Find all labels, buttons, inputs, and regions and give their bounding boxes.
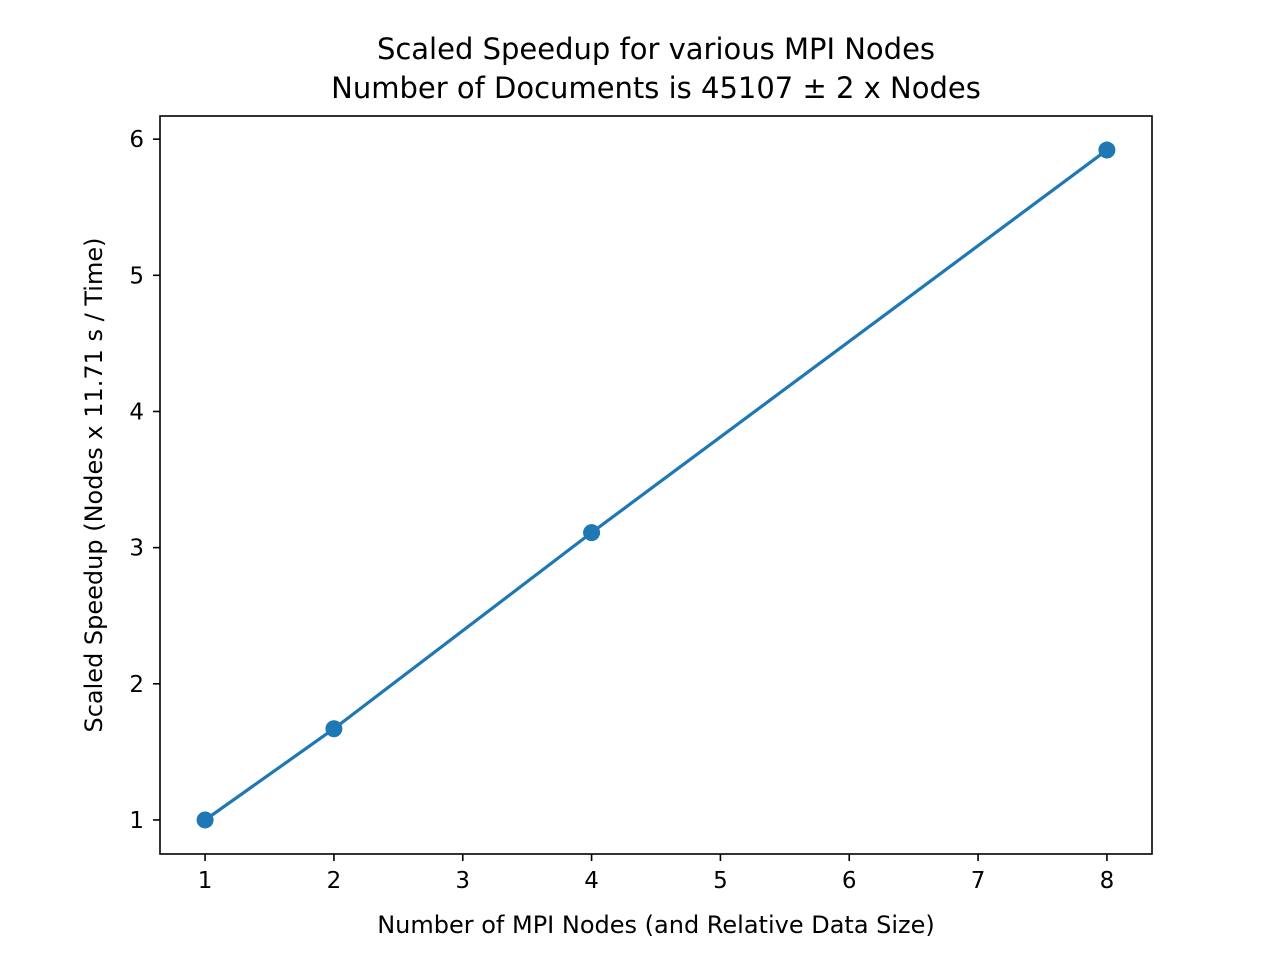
x-tick-label: 1 [198,868,213,894]
y-tick-label: 5 [129,263,144,289]
x-tick-label: 4 [584,868,599,894]
x-tick-label: 2 [327,868,342,894]
y-tick-label: 4 [129,399,144,425]
y-tick-label: 3 [129,536,144,562]
x-tick-label: 8 [1100,868,1115,894]
data-point [325,720,343,738]
data-point [1098,141,1116,159]
y-tick-label: 6 [129,127,144,153]
x-tick-label: 5 [713,868,728,894]
chart-subtitle: Number of Documents is 45107 ± 2 x Nodes [331,71,981,105]
series-line [202,147,1110,823]
y-tick-label: 2 [129,672,144,698]
x-tick-label: 6 [842,868,857,894]
x-axis-label: Number of MPI Nodes (and Relative Data S… [377,911,935,939]
data-point [196,811,214,829]
y-axis-label: Scaled Speedup (Nodes x 11.71 s / Time) [80,238,108,733]
plot-area: 1 2 3 4 5 6 7 8 1 2 3 4 5 6 [129,115,1153,894]
data-point [583,524,601,542]
axes-frame [159,115,1153,855]
chart-title: Scaled Speedup for various MPI Nodes [377,32,935,66]
x-tick-label: 7 [971,868,986,894]
y-tick-label: 1 [129,808,144,834]
x-tick-label: 3 [455,868,470,894]
